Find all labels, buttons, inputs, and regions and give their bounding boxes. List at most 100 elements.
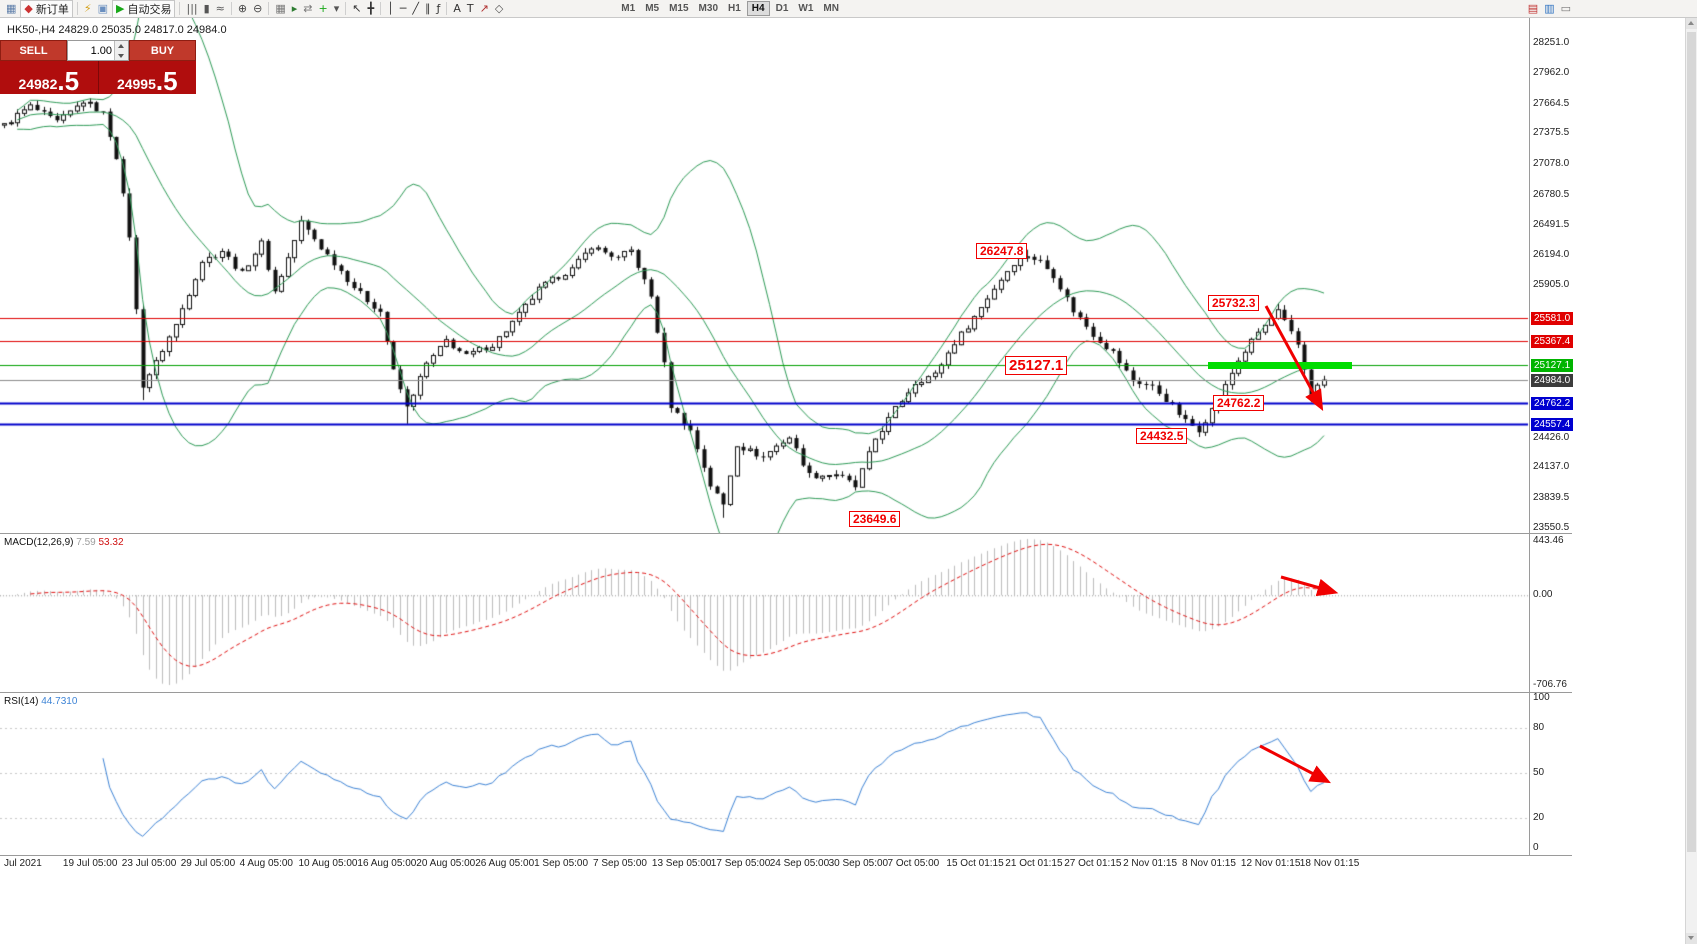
toolbar-separator (76, 2, 78, 15)
toolbar-separator (179, 2, 181, 15)
indicators-dropdown-button[interactable]: ▾ (331, 1, 343, 17)
volume-spinner (114, 41, 128, 60)
macd-indicator-label: MACD(12,26,9) 7.59 53.32 (4, 537, 124, 548)
toolbar-separator (230, 2, 232, 15)
tile-windows-icon: ▦ (275, 1, 286, 15)
rsi-panel-divider[interactable] (0, 692, 1572, 693)
time-axis-label: 13 Sep 05:00 (651, 858, 712, 869)
one-click-trading-panel: SELL BUY 24982.5 24995.5 (0, 40, 196, 94)
sell-button[interactable]: SELL (0, 40, 67, 61)
auto-trading-button[interactable]: ▶ 自动交易 (112, 0, 176, 18)
new-order-icon: ◆ (24, 1, 33, 15)
main-chart-canvas[interactable] (0, 18, 1530, 533)
buy-button[interactable]: BUY (129, 40, 196, 61)
label-tool-button[interactable]: T (464, 1, 477, 17)
scroll-up-arrow-icon[interactable] (1686, 18, 1697, 29)
channel-button[interactable]: ∥ (422, 1, 434, 17)
macd-panel-divider[interactable] (0, 533, 1572, 534)
price-annotation: 23649.6 (849, 511, 901, 527)
scrollbar-thumb[interactable] (1687, 32, 1696, 852)
bar-chart-button[interactable]: ||| (183, 1, 200, 17)
horizontal-line-button[interactable]: ─ (397, 1, 410, 17)
chart-shift-button[interactable]: ⇄ (300, 1, 315, 17)
rsi-axis-label: 0 (1533, 842, 1539, 853)
time-axis-label: 2 Nov 01:15 (1123, 858, 1178, 869)
tile-windows-button[interactable]: ▦ (272, 1, 288, 17)
macd-axis-label: 0.00 (1533, 589, 1553, 601)
volume-input[interactable] (68, 41, 114, 60)
chart-shift-icon: ⇄ (303, 1, 313, 15)
support-highlight-bar (1208, 361, 1352, 369)
arrow-tool-icon: ↗ (479, 1, 489, 15)
terminal-button[interactable]: ▭ (1558, 1, 1574, 17)
time-axis-label: 7 Sep 05:00 (593, 858, 647, 869)
chevron-down-icon: ▾ (333, 1, 340, 15)
toolbar-separator (345, 2, 347, 15)
label-icon: T (466, 1, 474, 15)
navigator-button[interactable]: ▥ (1541, 1, 1557, 17)
time-axis-label: 24 Sep 05:00 (769, 858, 830, 869)
candlestick-chart-icon: ▮ (203, 1, 210, 15)
chart-window-button[interactable]: ▦ (3, 1, 19, 17)
timeframe-button-m15[interactable]: M15 (669, 3, 689, 14)
cursor-icon: ↖ (352, 1, 362, 15)
buy-price-display[interactable]: 24995.5 (97, 61, 197, 94)
market-watch-button[interactable]: ▣ (95, 1, 111, 17)
time-axis-label: 21 Oct 01:15 (1005, 858, 1063, 869)
price-annotation: 26247.8 (976, 243, 1028, 259)
shapes-icon: ◇ (494, 1, 504, 15)
new-order-button[interactable]: ◆ 新订单 (20, 0, 73, 18)
crosshair-button[interactable]: ╋ (364, 1, 377, 17)
price-level-tag: 24762.2 (1531, 396, 1574, 410)
metaeditor-icon: ⚡ (83, 1, 92, 15)
time-axis-label: 10 Aug 05:00 (298, 858, 358, 869)
arrows-tool-button[interactable]: ↗ (477, 1, 492, 17)
rsi-axis-label: 80 (1533, 722, 1545, 733)
horizontal-line-icon: ─ (399, 1, 407, 15)
metaeditor-button[interactable]: ⚡ (81, 1, 95, 17)
shapes-tool-button[interactable]: ◇ (492, 1, 506, 17)
time-axis-divider (0, 855, 1572, 856)
time-axis-label: 8 Nov 01:15 (1182, 858, 1236, 869)
timeframe-button-w1[interactable]: W1 (798, 3, 814, 14)
zoom-out-button[interactable]: ⊖ (250, 1, 265, 17)
time-axis-label: 12 Nov 01:15 (1240, 858, 1301, 869)
rsi-axis-label: 20 (1533, 812, 1545, 823)
macd-panel-canvas[interactable] (0, 533, 1530, 692)
vertical-line-button[interactable]: │ (384, 1, 397, 17)
sell-price-display[interactable]: 24982.5 (0, 61, 98, 94)
timeframe-button-m30[interactable]: M30 (698, 3, 718, 14)
timeframe-button-mn[interactable]: MN (823, 3, 839, 14)
macd-axis-label: 443.46 (1533, 535, 1564, 546)
price-axis-label: 25905.0 (1533, 279, 1570, 291)
line-chart-button[interactable]: ≈ (213, 1, 228, 17)
navigator-icon: ▥ (1544, 1, 1555, 15)
candlestick-chart-button[interactable]: ▮ (201, 1, 213, 17)
timeframe-button-d1[interactable]: D1 (775, 3, 789, 14)
trendline-button[interactable]: ╱ (409, 1, 422, 17)
price-axis-label: 23839.5 (1533, 492, 1570, 504)
volume-up-button[interactable] (115, 41, 128, 51)
main-toolbar: ▦ ◆ 新订单 ⚡ ▣ ▶ 自动交易 ||| ▮ ≈ ⊕ ⊖ ▦ ▸ ⇄ + ▾ ↖ ╋ │ ─ ╱ ∥ ƒ A T ↗ ◇ M1 M5 M… (0, 0, 1697, 18)
volume-down-button[interactable] (115, 50, 128, 60)
data-window-button[interactable]: ▤ (1525, 1, 1541, 17)
auto-trading-play-icon: ▶ (116, 1, 125, 15)
timeframe-button-h1[interactable]: H1 (728, 3, 741, 14)
zoom-in-button[interactable]: ⊕ (235, 1, 250, 17)
indicators-button[interactable]: + (315, 1, 330, 17)
timeframe-button-m5[interactable]: M5 (645, 3, 660, 14)
chart-ohlc-header: HK50-,H4 24829.0 25035.0 24817.0 24984.0 (7, 24, 227, 36)
rsi-panel-canvas[interactable] (0, 692, 1530, 855)
auto-scroll-button[interactable]: ▸ (289, 1, 301, 17)
vertical-scrollbar[interactable] (1685, 18, 1697, 944)
price-axis-divider[interactable] (1529, 18, 1530, 855)
timeframe-button-h4[interactable]: H4 (746, 1, 770, 16)
macd-label-name: MACD(12,26,9) (4, 537, 74, 548)
fibonacci-icon: ƒ (436, 1, 441, 15)
price-level-tag: 24557.4 (1531, 418, 1574, 432)
cursor-button[interactable]: ↖ (349, 1, 364, 17)
text-tool-button[interactable]: A (450, 1, 464, 17)
scroll-down-arrow-icon[interactable] (1686, 933, 1697, 944)
fibonacci-button[interactable]: ƒ (433, 1, 443, 17)
timeframe-button-m1[interactable]: M1 (621, 3, 636, 14)
